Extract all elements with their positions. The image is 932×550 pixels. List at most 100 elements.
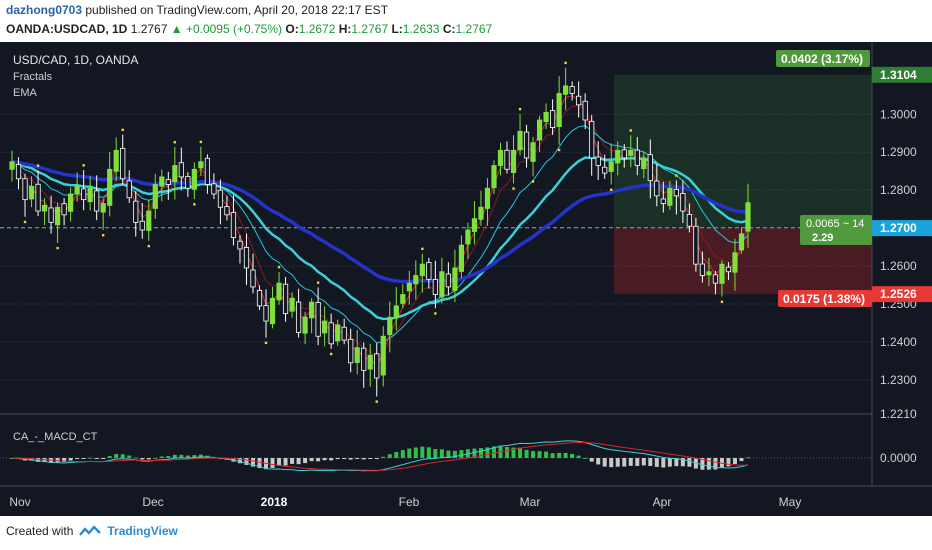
chart-canvas[interactable]: 1.30001.29001.28001.26001.25001.24001.23… bbox=[0, 42, 932, 516]
macd-histogram-bar bbox=[140, 458, 145, 460]
candle-body bbox=[243, 247, 250, 269]
symbol-name: OANDA:USDCAD, 1D bbox=[6, 22, 128, 36]
low-value: 1.2633 bbox=[402, 22, 440, 36]
macd-histogram-bar bbox=[413, 447, 418, 458]
macd-histogram-bar bbox=[452, 450, 457, 458]
author-link[interactable]: dazhong0703 bbox=[6, 3, 83, 17]
macd-histogram-bar bbox=[361, 458, 366, 460]
fractal-up-marker bbox=[173, 141, 177, 144]
candle-body bbox=[660, 198, 666, 204]
candle-body bbox=[628, 149, 634, 156]
candle-body bbox=[536, 119, 543, 141]
fractal-down-marker bbox=[329, 352, 333, 356]
tradingview-brand-link[interactable]: TradingView bbox=[107, 524, 178, 538]
created-with-text: Created with bbox=[6, 524, 74, 538]
candle-body bbox=[738, 233, 745, 251]
macd-histogram-bar bbox=[505, 446, 510, 458]
macd-histogram-bar bbox=[446, 450, 451, 458]
candle-body bbox=[361, 347, 367, 371]
open-value: 1.2672 bbox=[298, 22, 336, 36]
macd-histogram-bar bbox=[94, 458, 99, 459]
fractal-up-marker bbox=[277, 265, 281, 269]
fractal-down-marker bbox=[434, 312, 437, 315]
macd-histogram-bar bbox=[459, 450, 464, 458]
macd-histogram-bar bbox=[329, 458, 334, 461]
close-value: 1.2767 bbox=[455, 22, 493, 36]
candle-body bbox=[256, 290, 263, 307]
macd-histogram-bar bbox=[348, 458, 353, 460]
fractal-down-marker bbox=[101, 234, 105, 237]
macd-histogram-bar bbox=[374, 458, 379, 460]
candle-body bbox=[589, 120, 595, 159]
candle-body bbox=[680, 193, 686, 212]
macd-histogram-bar bbox=[153, 457, 158, 459]
symbol-line: OANDA:USDCAD, 1D 1.2767 ▲ +0.0095 (+0.75… bbox=[6, 22, 492, 36]
close-label: C: bbox=[442, 22, 456, 36]
candle-body bbox=[354, 347, 360, 363]
macd-histogram-bar bbox=[531, 451, 536, 458]
macd-histogram-bar bbox=[583, 457, 588, 459]
time-tick-label: 2018 bbox=[261, 495, 288, 509]
candle-body bbox=[667, 187, 673, 206]
candle-body bbox=[282, 283, 289, 314]
macd-tick-label: 0.0000 bbox=[880, 451, 917, 465]
fractal-up-marker bbox=[82, 164, 85, 167]
candle-body bbox=[673, 188, 679, 197]
macd-histogram-bar bbox=[335, 458, 340, 460]
macd-histogram-bar bbox=[88, 457, 93, 459]
loss-label-box bbox=[778, 290, 872, 307]
candle-body bbox=[120, 147, 126, 180]
candle-body bbox=[295, 301, 302, 333]
candle-body bbox=[745, 202, 751, 232]
fractal-up-marker bbox=[421, 247, 424, 251]
time-tick-label: Mar bbox=[520, 495, 541, 509]
macd-histogram-bar bbox=[576, 455, 581, 458]
candle-body bbox=[693, 225, 699, 265]
time-tick-label: Apr bbox=[653, 495, 672, 509]
macd-histogram-bar bbox=[674, 458, 679, 467]
indicator-fractals[interactable]: Fractals bbox=[13, 71, 53, 83]
entry-label: 0.0065 ~ 14 bbox=[806, 218, 864, 230]
macd-histogram-bar bbox=[700, 458, 705, 470]
macd-histogram-bar bbox=[615, 458, 620, 467]
candle-body bbox=[569, 86, 575, 94]
macd-histogram-bar bbox=[250, 458, 255, 467]
macd-histogram-bar bbox=[394, 452, 399, 458]
macd-histogram-bar bbox=[159, 456, 164, 458]
time-tick-label: Feb bbox=[399, 495, 420, 509]
publish-info: published on TradingView.com, April 20, … bbox=[85, 3, 389, 17]
candle-body bbox=[484, 187, 491, 209]
fractal-down-marker bbox=[512, 187, 515, 190]
candle-body bbox=[250, 269, 256, 288]
candle-body bbox=[621, 149, 627, 159]
macd-histogram-bar bbox=[713, 458, 718, 470]
entry-label-box bbox=[800, 215, 872, 245]
candle-body bbox=[276, 282, 282, 301]
macd-histogram-bar bbox=[478, 448, 483, 458]
candle-body bbox=[54, 206, 61, 226]
low-label: L: bbox=[391, 22, 403, 36]
candle-body bbox=[367, 354, 373, 370]
candle-body bbox=[478, 206, 484, 220]
candle-body bbox=[550, 110, 556, 128]
candle-body bbox=[172, 165, 178, 183]
macd-histogram-bar bbox=[706, 458, 711, 470]
macd-histogram-bar bbox=[81, 458, 86, 459]
macd-histogram-bar bbox=[609, 458, 614, 468]
candle-body bbox=[309, 301, 315, 319]
candle-body bbox=[510, 149, 517, 174]
candle-body bbox=[374, 353, 380, 379]
candle-body bbox=[595, 156, 601, 166]
indicator-macd[interactable]: CA_-_MACD_CT bbox=[13, 431, 98, 443]
macd-histogram-bar bbox=[368, 458, 373, 459]
indicator-ema[interactable]: EMA bbox=[13, 87, 38, 99]
macd-histogram-bar bbox=[68, 458, 73, 461]
price-tag-box bbox=[872, 220, 932, 237]
candle-body bbox=[732, 252, 738, 273]
candle-body bbox=[74, 185, 80, 194]
time-tick-label: May bbox=[779, 495, 802, 509]
candle-body bbox=[87, 187, 93, 203]
publish-line: dazhong0703 published on TradingView.com… bbox=[6, 3, 388, 17]
fractal-down-marker bbox=[147, 244, 150, 248]
chart-panel[interactable]: 1.3000 1.2900 1.2800 1.2600 1.2500 1.2400 1.23… bbox=[0, 42, 932, 516]
